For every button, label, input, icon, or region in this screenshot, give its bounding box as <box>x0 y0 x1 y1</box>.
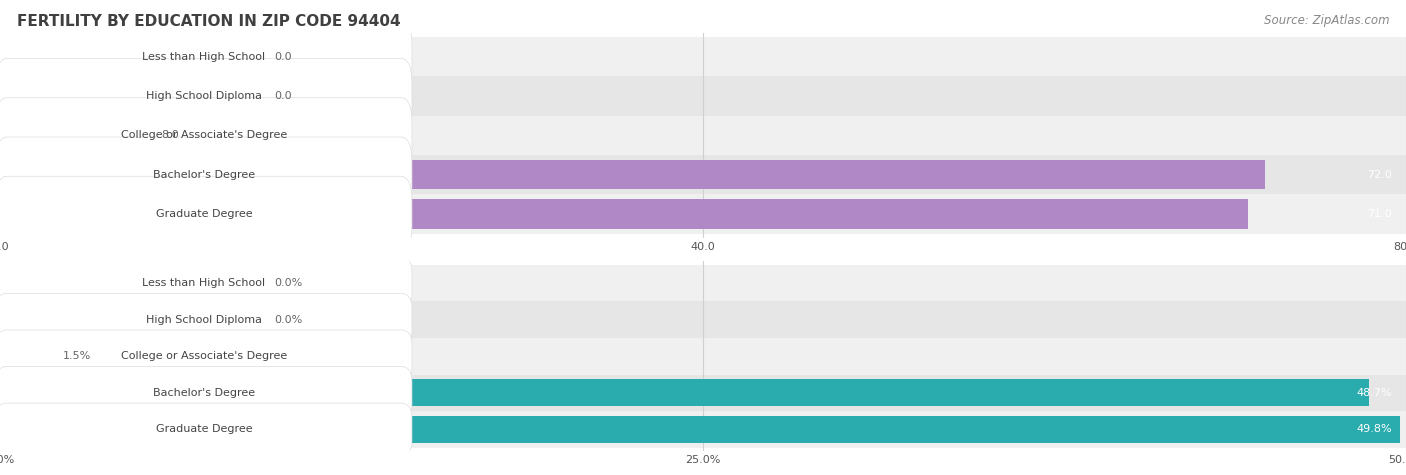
Bar <box>0 306 253 333</box>
Bar <box>0 42 253 72</box>
Bar <box>0 160 1265 190</box>
FancyBboxPatch shape <box>0 58 412 134</box>
Text: Less than High School: Less than High School <box>142 52 266 62</box>
Text: 0.0: 0.0 <box>274 91 292 101</box>
Text: 0.0%: 0.0% <box>274 315 302 325</box>
Bar <box>0 116 1406 155</box>
Bar <box>0 155 1406 194</box>
Text: Bachelor's Degree: Bachelor's Degree <box>153 388 254 398</box>
Text: 72.0: 72.0 <box>1367 170 1392 180</box>
Text: 1.5%: 1.5% <box>63 351 91 361</box>
Text: Source: ZipAtlas.com: Source: ZipAtlas.com <box>1264 14 1389 27</box>
Bar <box>0 338 1406 374</box>
Text: High School Diploma: High School Diploma <box>146 315 262 325</box>
FancyBboxPatch shape <box>0 98 412 173</box>
Text: 71.0: 71.0 <box>1367 209 1392 219</box>
FancyBboxPatch shape <box>0 19 412 95</box>
Bar <box>0 265 1406 302</box>
Bar <box>0 269 253 297</box>
Bar <box>0 76 1406 116</box>
Bar <box>0 81 253 111</box>
Text: Graduate Degree: Graduate Degree <box>156 424 252 434</box>
Bar <box>0 194 1406 234</box>
FancyBboxPatch shape <box>0 137 412 212</box>
Text: High School Diploma: High School Diploma <box>146 91 262 101</box>
Bar <box>0 199 1249 228</box>
Text: College or Associate's Degree: College or Associate's Degree <box>121 130 287 141</box>
Text: Graduate Degree: Graduate Degree <box>156 209 252 219</box>
Bar <box>0 121 141 150</box>
Text: 49.8%: 49.8% <box>1357 424 1392 434</box>
Bar <box>0 411 1406 447</box>
Bar <box>0 374 1406 411</box>
Text: College or Associate's Degree: College or Associate's Degree <box>121 351 287 361</box>
Text: Less than High School: Less than High School <box>142 278 266 288</box>
Bar <box>0 416 1400 443</box>
Bar <box>0 302 1406 338</box>
FancyBboxPatch shape <box>0 330 412 382</box>
Text: Bachelor's Degree: Bachelor's Degree <box>153 170 254 180</box>
Text: 0.0: 0.0 <box>274 52 292 62</box>
FancyBboxPatch shape <box>0 403 412 456</box>
FancyBboxPatch shape <box>0 257 412 309</box>
Bar <box>0 379 1369 407</box>
FancyBboxPatch shape <box>0 294 412 346</box>
Bar <box>0 342 42 370</box>
Text: 0.0%: 0.0% <box>274 278 302 288</box>
Bar <box>0 37 1406 76</box>
Text: FERTILITY BY EDUCATION IN ZIP CODE 94404: FERTILITY BY EDUCATION IN ZIP CODE 94404 <box>17 14 401 29</box>
Text: 8.0: 8.0 <box>162 130 180 141</box>
FancyBboxPatch shape <box>0 176 412 252</box>
FancyBboxPatch shape <box>0 367 412 419</box>
Text: 48.7%: 48.7% <box>1357 388 1392 398</box>
